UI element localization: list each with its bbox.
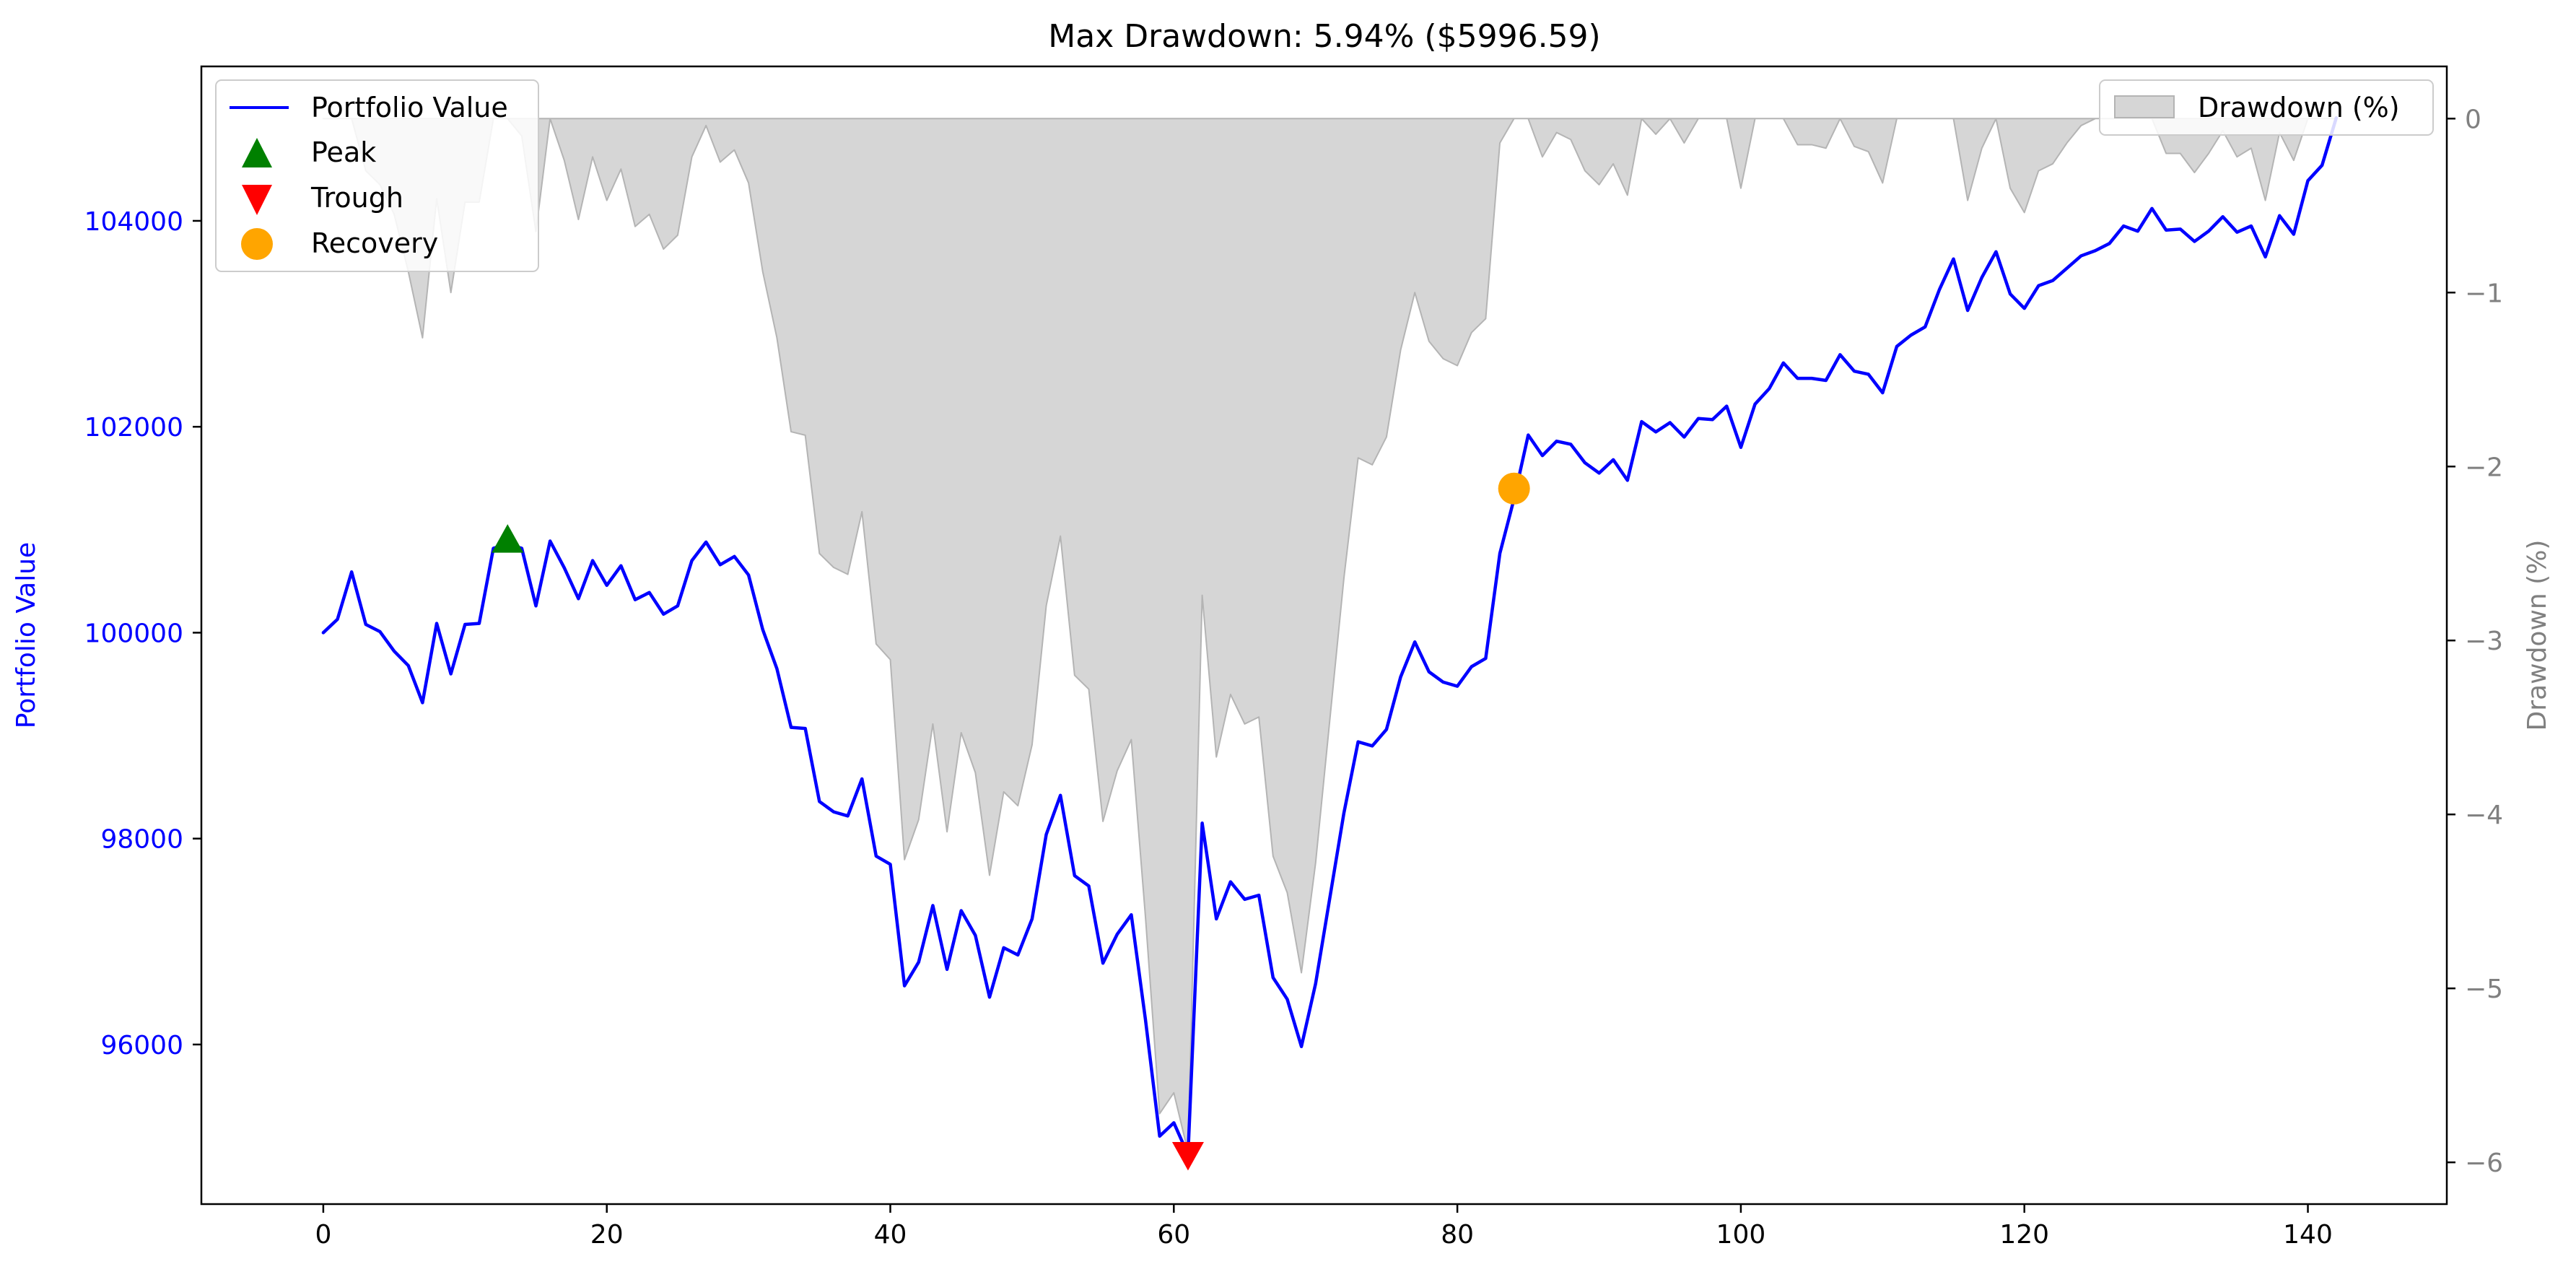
x-tick-label: 120 [1999,1220,2049,1250]
trough-marker [1171,1141,1204,1171]
x-tick-label: 40 [874,1220,907,1250]
portfolio-value-line [321,116,2339,1156]
portfolio-line-layer [321,116,2339,1156]
y-axis-left: 96000 98000 100000 102000 104000 [84,207,201,1060]
legend-left-frame [215,79,539,272]
chart-title: Max Drawdown: 5.94% ($5996.59) [1048,18,1600,55]
x-tick-label: 140 [2283,1220,2333,1250]
x-tick-label: 60 [1157,1220,1190,1250]
x-axis: 0 20 40 60 80 100 120 140 [315,1204,2333,1250]
y-left-tick-label: 98000 [100,825,183,855]
y-left-tick-label: 96000 [100,1031,183,1060]
drawdown-area [322,118,2337,1153]
y-left-tick-label: 102000 [84,413,183,443]
legend-entry-peak: Peak [311,136,376,168]
legend-right: Drawdown (%) [2099,79,2434,136]
legend-trough-icon [242,185,272,215]
legend-area-swatch [2114,95,2175,118]
y-axis-right: 0 −1 −2 −3 −4 −5 −6 [2447,105,2503,1178]
y-left-tick-label: 104000 [84,207,183,237]
y-axis-left-title: Portfolio Value [12,542,41,728]
x-tick-label: 80 [1441,1220,1474,1250]
y-left-tick-label: 100000 [84,619,183,648]
legend-left: Portfolio Value Peak Trough Recovery [215,79,539,272]
y-right-tick-label: −2 [2465,453,2503,482]
plot-frame [200,65,2448,1206]
legend-entry-recovery: Recovery [311,227,438,259]
drawdown-area-layer [322,118,2337,1153]
legend-entry-drawdown: Drawdown (%) [2198,92,2400,123]
legend-entry-trough: Trough [310,182,403,214]
y-axis-right-title: Drawdown (%) [2523,540,2552,731]
x-tick-label: 0 [315,1220,331,1250]
legend-peak-icon [242,138,272,167]
y-right-tick-label: −3 [2465,627,2503,656]
marker-layer [492,472,1530,1171]
y-right-tick-label: 0 [2465,105,2481,134]
x-tick-label: 100 [1716,1220,1766,1250]
y-right-tick-label: −1 [2465,279,2503,308]
y-right-tick-label: −6 [2465,1149,2503,1178]
peak-marker [492,524,524,553]
legend-right-frame [2099,79,2434,136]
y-right-tick-label: −4 [2465,801,2503,830]
x-tick-label: 20 [590,1220,624,1250]
y-right-tick-label: −5 [2465,975,2503,1004]
recovery-marker [1498,472,1530,505]
legend-entry-portfolio-value: Portfolio Value [311,92,508,123]
legend-recovery-icon [241,228,273,260]
